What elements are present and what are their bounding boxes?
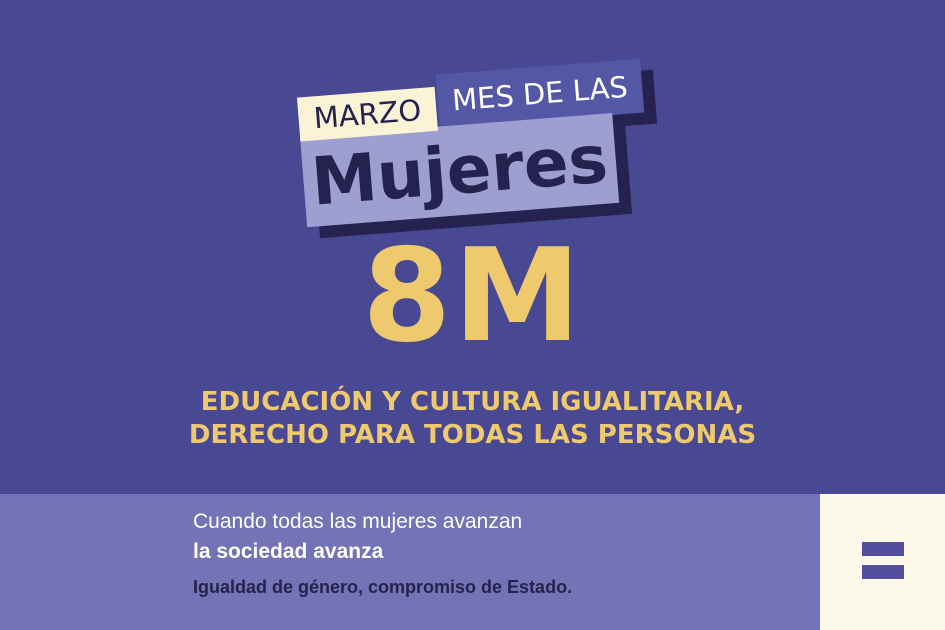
footer-line-3: Igualdad de género, compromiso de Estado…: [193, 577, 573, 597]
headline-8m: 8M: [362, 222, 583, 371]
footer-line-2: la sociedad avanza: [193, 540, 384, 563]
mes-de-las-mujeres-logo: MES DE LAS Mujeres MARZO: [295, 49, 650, 228]
tagline-line-2: DERECHO PARA TODAS LAS PERSONAS: [188, 420, 757, 450]
footer-line-1: Cuando todas las mujeres avanzan: [193, 510, 523, 533]
equals-emblem-panel: [820, 494, 945, 630]
tagline: EDUCACIÓN Y CULTURA IGUALITARIA, DERECHO…: [0, 386, 945, 452]
tagline-line-1: EDUCACIÓN Y CULTURA IGUALITARIA,: [200, 387, 745, 417]
footer-band: [0, 494, 820, 630]
